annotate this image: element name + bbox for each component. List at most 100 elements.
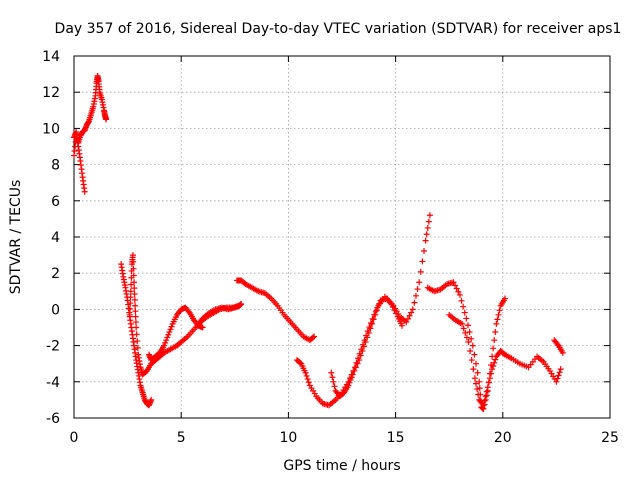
data-point [305,379,312,386]
data-point [490,345,497,352]
data-point [131,291,138,298]
data-point [367,319,374,326]
data-point [369,320,376,327]
data-point [129,252,136,259]
x-tick-label: 0 [70,430,79,446]
data-point [491,337,498,344]
data-point [304,376,311,383]
data-point [132,302,139,309]
data-point [417,268,424,275]
y-tick-label: 12 [42,85,60,101]
data-point [347,376,354,383]
series-arc-12 [551,337,566,356]
data-point [491,359,498,366]
data-point [426,212,433,219]
data-point [485,379,492,386]
data-point [489,366,496,373]
data-point [474,369,481,376]
y-tick-label: 4 [51,230,60,246]
data-point [331,383,338,390]
data-point [458,297,465,304]
data-point [404,315,411,322]
data-point [399,322,406,329]
data-point [481,397,488,404]
data-point [553,378,560,385]
x-tick-label: 25 [601,430,619,446]
series-arc-1 [71,72,110,159]
y-tick-label: -4 [46,375,60,391]
data-point [330,378,337,385]
data-point [131,279,138,286]
data-point [494,316,501,323]
data-point [469,342,476,349]
data-point [349,371,356,378]
data-point [130,272,137,279]
series-arc-8 [293,212,433,409]
data-point [360,343,367,350]
data-point [462,329,469,336]
data-point [414,286,421,293]
data-point [456,291,463,298]
data-point [559,349,566,356]
data-point [163,337,170,344]
data-points [71,72,566,412]
data-point [471,375,478,382]
data-point [351,367,358,374]
data-point [482,393,489,400]
data-point [81,188,88,195]
data-point [455,288,462,295]
data-point [475,391,482,398]
data-point [311,333,318,340]
y-tick-label: -6 [46,411,60,427]
data-point [459,320,466,327]
data-point [367,325,374,332]
data-point [132,319,139,326]
data-point [130,265,137,272]
data-point [450,279,457,286]
data-point [348,374,355,381]
data-point [165,331,172,338]
data-point [310,334,317,341]
series-arc-5 [146,304,206,364]
data-point [470,366,477,373]
data-point [132,313,139,320]
data-point [372,311,379,318]
data-point [411,299,418,306]
y-tick-label: 6 [51,194,60,210]
data-point [452,282,459,289]
data-point [474,386,481,393]
data-point [463,334,470,341]
x-tick-label: 5 [177,430,186,446]
data-point [168,323,175,330]
data-point [409,306,416,313]
data-point [466,329,473,336]
data-point [479,400,486,407]
data-point [483,388,490,395]
data-point [453,285,460,292]
data-point [554,375,561,382]
data-point [403,319,410,326]
series-arc-4 [126,252,245,378]
data-point [465,338,472,345]
data-point [425,218,432,225]
data-point [297,359,304,366]
y-tick-label: 10 [42,121,60,137]
data-point [476,378,483,385]
data-point [103,116,110,123]
y-tick-label: 14 [42,49,60,65]
data-point [464,322,471,329]
y-tick-label: 8 [51,158,60,174]
data-point [370,316,377,323]
data-point [406,312,413,319]
data-point [373,307,380,314]
data-point [468,357,475,364]
data-point [132,308,139,315]
data-point [198,316,205,323]
data-point [501,295,508,302]
data-point [484,384,491,391]
data-point [421,248,428,255]
series-arc-7 [233,277,318,344]
data-point [148,396,155,403]
data-point [131,296,138,303]
